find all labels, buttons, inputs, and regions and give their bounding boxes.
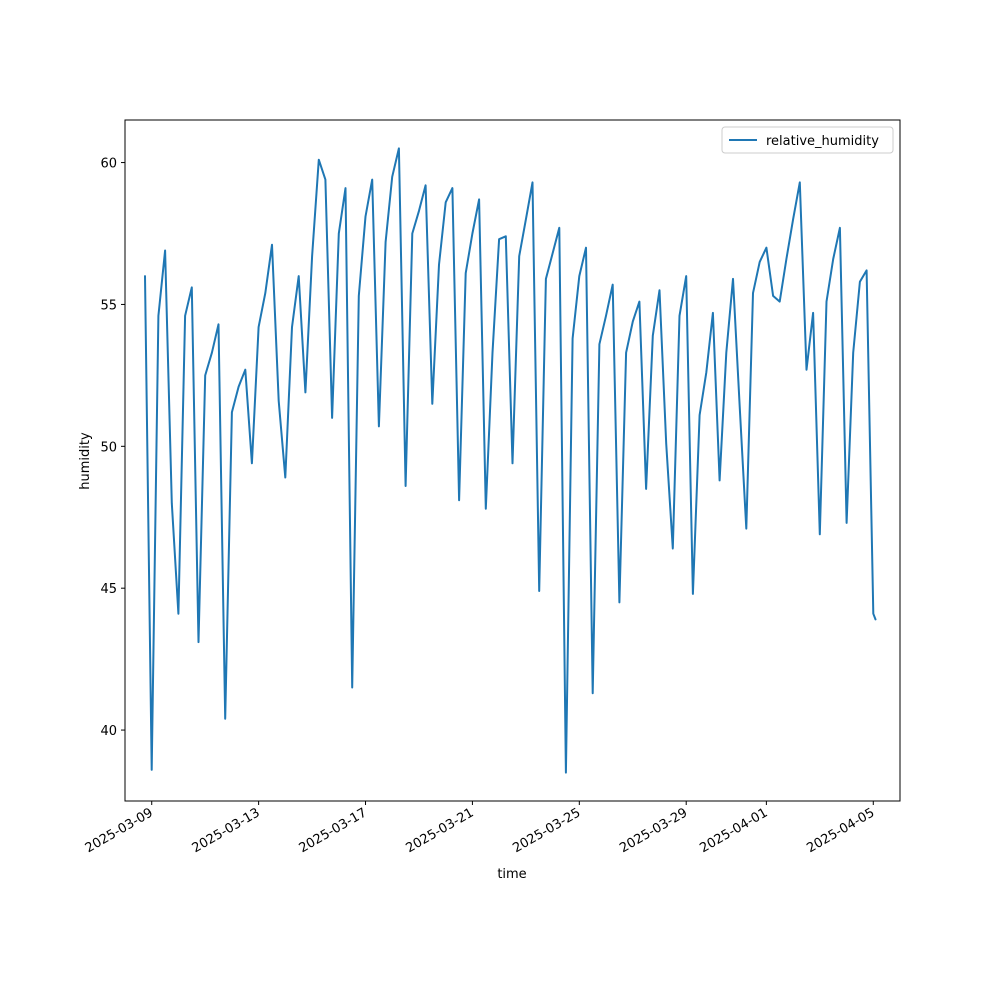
y-tick-label: 60 (100, 157, 117, 172)
legend-entry-label: relative_humidity (766, 134, 879, 149)
legend-box (721, 126, 894, 154)
y-axis-label: humidity (78, 432, 93, 490)
y-tick-label: 45 (100, 582, 117, 597)
series-layer (144, 147, 877, 774)
y-axis: 40 45 50 55 60 (100, 157, 125, 739)
y-tick-label: 50 (100, 440, 117, 455)
x-axis-label: time (497, 867, 526, 882)
y-tick-label: 40 (100, 724, 117, 739)
y-tick-label: 55 (100, 298, 117, 313)
series-line-relative_humidity (144, 147, 877, 774)
plot-frame (124, 119, 901, 802)
legend: relative_humidity (721, 126, 894, 154)
